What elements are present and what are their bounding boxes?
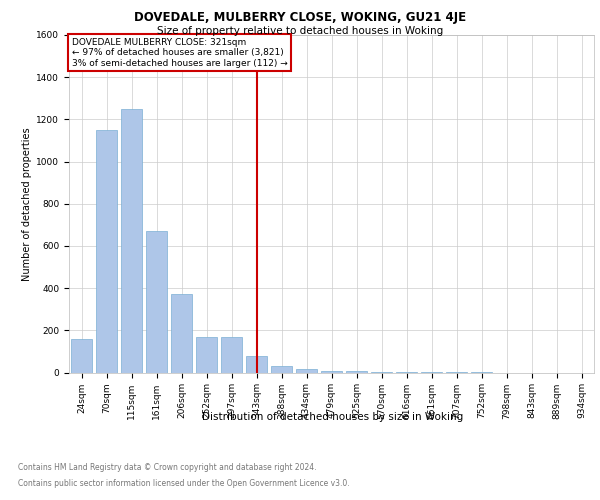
Text: Size of property relative to detached houses in Woking: Size of property relative to detached ho… <box>157 26 443 36</box>
Text: DOVEDALE MULBERRY CLOSE: 321sqm
← 97% of detached houses are smaller (3,821)
3% : DOVEDALE MULBERRY CLOSE: 321sqm ← 97% of… <box>71 38 287 68</box>
Bar <box>296 370 317 372</box>
Text: DOVEDALE, MULBERRY CLOSE, WOKING, GU21 4JE: DOVEDALE, MULBERRY CLOSE, WOKING, GU21 4… <box>134 11 466 24</box>
Text: Contains public sector information licensed under the Open Government Licence v3: Contains public sector information licen… <box>18 478 350 488</box>
Text: Contains HM Land Registry data © Crown copyright and database right 2024.: Contains HM Land Registry data © Crown c… <box>18 462 317 471</box>
Bar <box>121 109 142 372</box>
Bar <box>196 336 217 372</box>
Bar <box>321 371 342 372</box>
Text: Distribution of detached houses by size in Woking: Distribution of detached houses by size … <box>202 412 464 422</box>
Bar <box>71 339 92 372</box>
Bar <box>146 231 167 372</box>
Y-axis label: Number of detached properties: Number of detached properties <box>22 127 32 280</box>
Bar <box>96 130 117 372</box>
Bar <box>221 336 242 372</box>
Bar <box>171 294 192 372</box>
Bar <box>271 366 292 372</box>
Bar <box>246 356 267 372</box>
